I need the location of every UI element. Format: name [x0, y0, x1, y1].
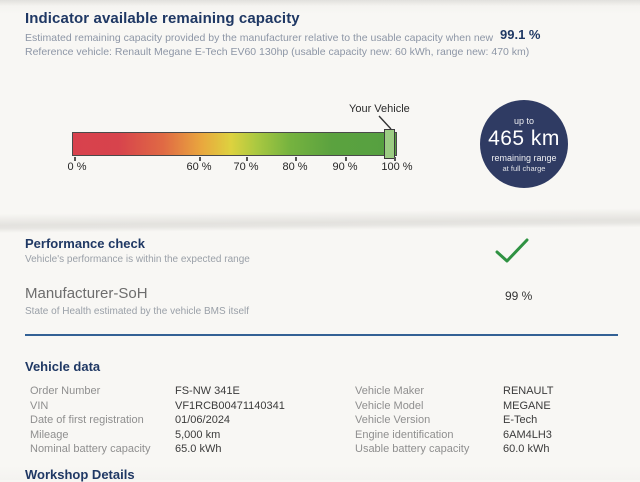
vehicle-data-left-column: Order Number FS-NW 341E VIN VF1RCB004711… [30, 384, 335, 457]
row-label: Order Number [30, 385, 101, 397]
your-vehicle-pointer-line [378, 115, 392, 130]
row-value: 6AM4LH3 [503, 428, 552, 441]
row-label: Date of first registration [30, 414, 144, 427]
badge-range-value: 465 km [488, 126, 560, 150]
row-value: 01/06/2024 [175, 414, 231, 427]
axis-tick-100 [394, 157, 396, 161]
row-value: E-Tech [503, 414, 538, 427]
axis-tick-80 [295, 157, 297, 161]
row-label: Mileage [30, 428, 69, 441]
axis-tick-60 [199, 157, 201, 161]
row-label: Vehicle Version [355, 414, 431, 427]
table-row: Mileage 5,000 km [30, 428, 335, 443]
axis-label-60: 60 % [186, 161, 212, 173]
badge-line1: remaining range [491, 152, 557, 163]
axis-label-100: 100 % [381, 161, 413, 173]
row-value: 60.0 kWh [503, 443, 550, 456]
section-title-indicator: Indicator available remaining capacity [25, 10, 300, 27]
row-value: 5,000 km [175, 428, 221, 441]
row-label: VIN [30, 399, 49, 412]
row-value: FS-NW 341E [175, 385, 240, 397]
paper-crease [0, 208, 640, 238]
capacity-gradient-bar [72, 132, 397, 156]
row-label: Nominal battery capacity [30, 443, 151, 456]
table-row: Vehicle Version E-Tech [355, 413, 630, 428]
soh-value: 99 % [505, 289, 533, 303]
remaining-capacity-value: 99.1 % [500, 27, 541, 42]
section-divider [25, 334, 618, 336]
row-value: RENAULT [503, 385, 554, 397]
row-value: 65.0 kWh [175, 443, 222, 456]
your-vehicle-marker [384, 129, 395, 159]
indicator-description-line2: Reference vehicle: Renault Megane E-Tech… [25, 46, 530, 58]
axis-tick-0 [74, 157, 76, 161]
paper-edge-shadow [0, 0, 640, 6]
section-title-vehicle-data: Vehicle data [25, 359, 101, 374]
section-title-performance: Performance check [25, 236, 145, 251]
row-value: VF1RCB00471140341 [175, 399, 285, 412]
badge-prefix: up to [513, 115, 535, 126]
axis-label-90: 90 % [332, 161, 358, 173]
performance-description: Vehicle's performance is within the expe… [25, 254, 250, 265]
section-title-workshop-details: Workshop Details [25, 467, 135, 482]
row-label: Vehicle Maker [355, 385, 425, 397]
badge-line2: at full charge [502, 163, 546, 173]
axis-label-0: 0 % [67, 161, 87, 173]
table-row: Vehicle Model MEGANE [355, 399, 630, 414]
table-row: Nominal battery capacity 65.0 kWh [30, 442, 335, 457]
row-label: Vehicle Model [355, 399, 424, 412]
soh-description: State of Health estimated by the vehicle… [25, 306, 249, 317]
remaining-range-badge: up to 465 km remaining range at full cha… [480, 100, 568, 188]
axis-tick-70 [246, 157, 248, 161]
soh-title: Manufacturer-SoH [25, 285, 148, 302]
axis-label-80: 80 % [282, 161, 308, 173]
table-row: Order Number FS-NW 341E [30, 384, 335, 399]
table-row: VIN VF1RCB00471140341 [30, 399, 335, 414]
indicator-description: Estimated remaining capacity provided by… [25, 31, 529, 59]
table-row: Engine identification 6AM4LH3 [355, 428, 630, 443]
row-label: Engine identification [355, 428, 454, 441]
row-label: Usable battery capacity [355, 443, 470, 456]
table-row: Usable battery capacity 60.0 kWh [355, 442, 630, 457]
axis-tick-90 [345, 157, 347, 161]
vehicle-data-right-column: Vehicle Maker RENAULT Vehicle Model MEGA… [355, 384, 630, 457]
indicator-description-line1: Estimated remaining capacity provided by… [25, 32, 494, 44]
table-row: Vehicle Maker RENAULT [355, 384, 630, 399]
check-icon [495, 238, 529, 263]
axis-label-70: 70 % [233, 161, 259, 173]
row-value: MEGANE [503, 399, 551, 412]
table-row: Date of first registration 01/06/2024 [30, 413, 335, 428]
your-vehicle-label: Your Vehicle [349, 103, 410, 115]
